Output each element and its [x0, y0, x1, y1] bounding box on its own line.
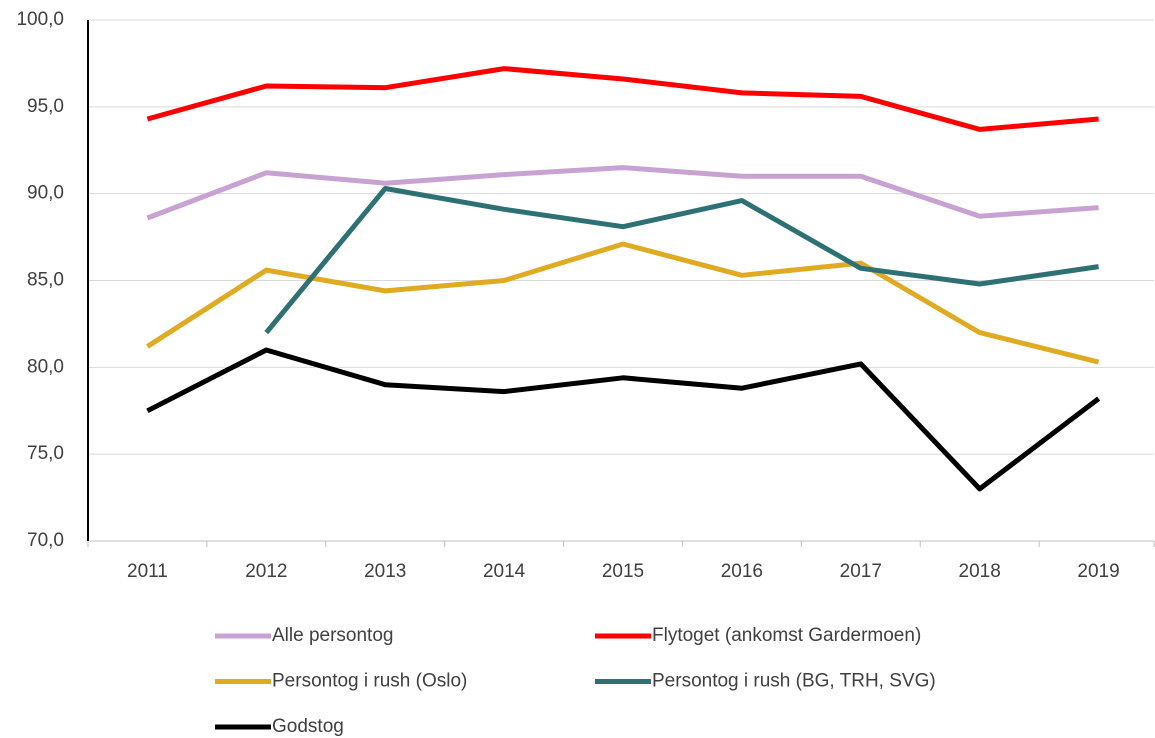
- x-tick-label: 2017: [840, 561, 882, 582]
- x-tick-label: 2013: [364, 561, 406, 582]
- y-tick-label: 70,0: [27, 530, 64, 551]
- x-tick-label: 2014: [483, 561, 526, 582]
- x-tick-label: 2012: [245, 561, 287, 582]
- legend-label: Persontog i rush (Oslo): [272, 671, 467, 692]
- series-line: [264, 186, 1099, 335]
- y-tick-label: 95,0: [27, 96, 64, 117]
- legend-label: Alle persontog: [272, 625, 393, 646]
- x-tick-label: 2011: [127, 561, 168, 582]
- legend-label: Persontog i rush (BG, TRH, SVG): [652, 671, 936, 692]
- series-line: [146, 241, 1100, 365]
- y-tick-label: 90,0: [27, 183, 64, 204]
- legend-label: Godstog: [272, 716, 344, 737]
- x-tick-label: 2016: [721, 561, 763, 582]
- y-tick-label: 85,0: [27, 270, 64, 291]
- x-tick-label: 2019: [1077, 561, 1119, 582]
- y-tick-label: 100,0: [16, 9, 64, 30]
- y-tick-label: 80,0: [27, 356, 64, 377]
- series-line: [146, 347, 1101, 492]
- series-line: [146, 66, 1099, 132]
- x-tick-label: 2015: [602, 561, 644, 582]
- y-tick-label: 75,0: [27, 443, 64, 464]
- legend-label: Flytoget (ankomst Gardermoen): [652, 625, 921, 646]
- x-tick-label: 2018: [959, 561, 1001, 582]
- series-line: [146, 165, 1099, 221]
